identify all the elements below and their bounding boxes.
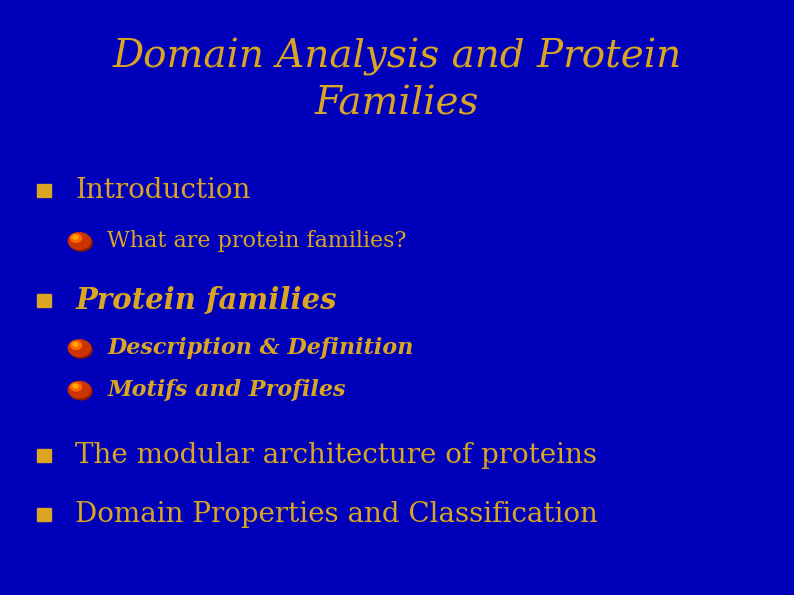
Circle shape bbox=[70, 383, 92, 400]
Circle shape bbox=[71, 383, 82, 391]
Bar bbox=[37, 449, 51, 462]
Circle shape bbox=[68, 233, 91, 249]
Circle shape bbox=[71, 234, 82, 242]
Bar bbox=[37, 184, 51, 197]
Circle shape bbox=[68, 340, 91, 356]
Circle shape bbox=[68, 381, 91, 398]
Text: Protein families: Protein families bbox=[75, 286, 337, 315]
Circle shape bbox=[73, 343, 78, 346]
Circle shape bbox=[70, 342, 92, 358]
Circle shape bbox=[71, 341, 82, 349]
Text: What are protein families?: What are protein families? bbox=[107, 230, 407, 252]
Text: Motifs and Profiles: Motifs and Profiles bbox=[107, 379, 345, 400]
Text: The modular architecture of proteins: The modular architecture of proteins bbox=[75, 441, 597, 469]
Text: Introduction: Introduction bbox=[75, 177, 251, 204]
Bar bbox=[37, 294, 51, 307]
Text: Domain Analysis and Protein
Families: Domain Analysis and Protein Families bbox=[113, 39, 681, 122]
Circle shape bbox=[73, 236, 78, 239]
Text: Description & Definition: Description & Definition bbox=[107, 337, 414, 359]
Circle shape bbox=[73, 384, 78, 388]
Bar bbox=[37, 508, 51, 521]
Text: Domain Properties and Classification: Domain Properties and Classification bbox=[75, 501, 599, 528]
Circle shape bbox=[70, 234, 92, 251]
